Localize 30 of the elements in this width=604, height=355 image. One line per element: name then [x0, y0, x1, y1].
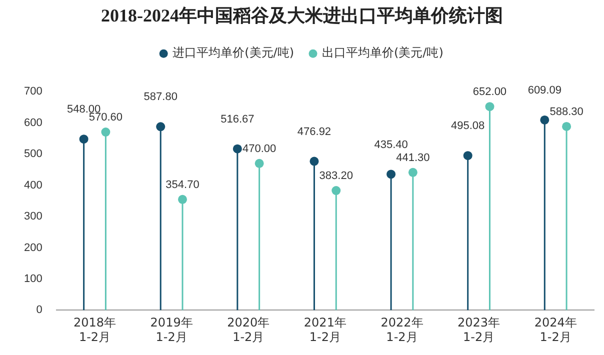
- legend-label: 出口平均单价(美元/吨): [322, 46, 444, 60]
- data-label: 495.08: [451, 120, 485, 132]
- y-tick-label: 300: [24, 210, 42, 223]
- x-tick-label: 2020年 1-2月: [227, 316, 270, 344]
- data-label: 516.67: [220, 113, 254, 126]
- data-label: 435.40: [374, 138, 408, 151]
- x-tick-label: 2024年 1-2月: [534, 316, 577, 344]
- x-tick-label: 2023年 1-2月: [458, 316, 500, 344]
- y-tick-label: 100: [24, 273, 42, 286]
- y-tick-label: 500: [24, 148, 42, 160]
- y-tick-label: 200: [24, 242, 42, 254]
- x-tick-label: 2021年 1-2月: [304, 316, 346, 344]
- y-tick-label: 600: [24, 116, 42, 129]
- data-label: 476.92: [297, 126, 332, 138]
- x-tick-label: 2018年 1-2月: [73, 316, 116, 344]
- chart-title: 2018-2024年中国稻谷及大米进出口平均单价统计图: [101, 5, 503, 26]
- data-label: 441.30: [396, 152, 430, 164]
- x-tick-label: 2019年 1-2月: [150, 316, 193, 344]
- legend-label: 进口平均单价(美元/吨): [172, 46, 294, 60]
- data-label: 652.00: [472, 86, 507, 98]
- y-tick-label: 700: [24, 86, 42, 98]
- data-label: 470.00: [242, 142, 276, 155]
- y-tick-label: 0: [36, 304, 42, 316]
- x-tick-label: 2022年 1-2月: [380, 316, 424, 344]
- data-label: 588.30: [550, 106, 584, 118]
- y-tick-label: 400: [24, 179, 42, 192]
- data-label: 354.70: [166, 178, 200, 191]
- data-label: 383.20: [319, 170, 353, 182]
- data-label: 587.80: [144, 91, 178, 104]
- data-label: 609.09: [528, 84, 562, 97]
